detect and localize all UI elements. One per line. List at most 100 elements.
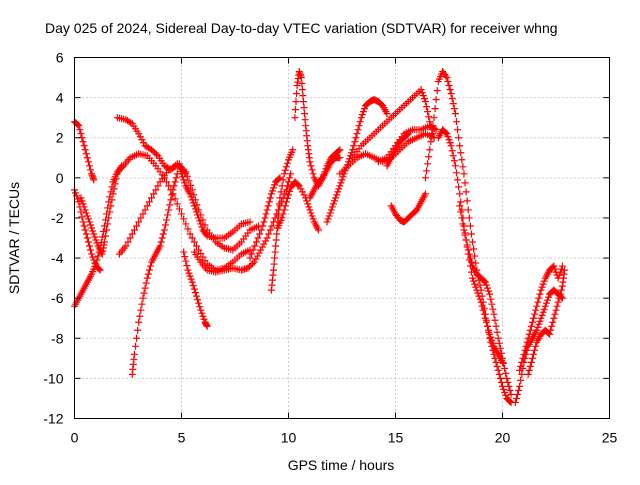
series-arc-13 [274,178,322,234]
data-point [515,386,523,394]
data-point [110,185,118,193]
data-point [506,397,514,405]
data-point [445,82,453,90]
data-point [533,326,541,334]
data-point [504,378,512,386]
data-point [201,257,209,265]
data-point [274,212,282,220]
data-point [246,218,254,226]
data-point [497,349,505,357]
data-point [260,240,268,248]
data-point [282,163,290,171]
data-point [266,226,274,234]
series-arc-23 [434,126,506,366]
data-point [530,350,538,358]
data-point [454,126,462,134]
data-point [262,210,270,218]
data-point [79,200,87,208]
y-tick-label: 6 [56,50,64,66]
data-point [493,328,501,336]
y-tick-label: -8 [51,330,64,346]
data-point [192,292,200,300]
data-layer [71,68,569,406]
data-point [85,242,93,250]
data-point [94,252,102,260]
data-point [190,202,198,210]
data-point [424,160,432,168]
data-point [421,190,429,198]
data-point [158,234,166,242]
data-point [464,246,472,254]
data-point [185,177,193,185]
data-point [451,110,459,118]
data-point [105,214,113,222]
data-point [549,318,557,326]
data-point [258,243,266,251]
data-point [89,227,97,235]
data-point [98,233,106,241]
data-point [493,362,501,370]
data-point [451,162,459,170]
data-point [151,149,159,157]
data-point [345,155,353,163]
data-point [267,190,275,198]
data-point [286,174,294,182]
data-point [513,390,521,398]
data-point [531,346,539,354]
data-point [432,96,440,104]
data-point [84,215,92,223]
data-point [329,200,337,208]
data-point [499,382,506,390]
data-point [308,166,316,174]
data-point [552,306,560,314]
data-point [96,266,104,274]
data-point [249,260,257,268]
data-point [533,302,541,310]
data-point [556,290,564,298]
data-point [521,346,529,354]
data-point [85,162,93,170]
data-point [186,190,194,198]
data-point [187,275,195,283]
data-point [470,245,478,253]
data-point [196,217,204,225]
data-point [122,242,130,250]
data-point [74,121,82,129]
data-point [551,265,559,273]
data-point [304,200,312,208]
data-point [542,299,550,307]
data-point [265,198,273,206]
data-point [181,179,189,187]
data-point [471,252,479,260]
data-point [139,210,147,218]
data-point [334,188,342,196]
data-point [487,295,495,303]
data-point [494,334,502,342]
data-point [452,169,460,177]
data-point [136,312,144,320]
y-tick-label: -6 [51,290,64,306]
data-point [336,182,344,190]
data-point [196,303,204,311]
data-point [141,284,149,292]
x-axis-label: GPS time / hours [288,457,395,473]
data-point [82,230,90,238]
data-point [527,322,535,330]
data-point [561,266,569,274]
data-point [335,147,343,155]
data-point [192,208,200,216]
data-point [448,147,456,155]
data-point [255,249,263,257]
data-point [186,230,194,238]
data-point [328,203,336,211]
data-point [442,129,450,137]
data-point [261,214,269,222]
data-point [111,180,119,188]
data-point [306,206,314,214]
data-point [473,286,481,294]
data-point [536,290,544,298]
data-point [199,312,207,320]
data-point [297,74,305,82]
data-point [458,214,466,222]
data-point [524,334,532,342]
